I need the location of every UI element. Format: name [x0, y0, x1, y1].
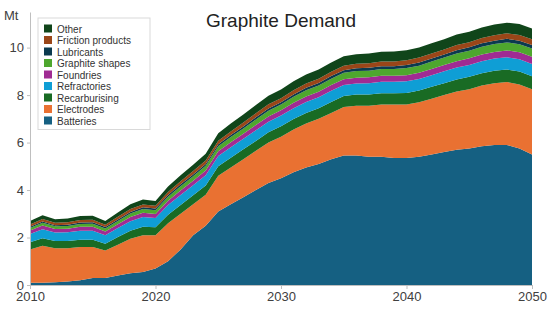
legend-item: Friction products [44, 35, 131, 46]
legend-label: Foundries [57, 70, 101, 81]
x-tick-label: 2030 [267, 289, 296, 304]
y-axis-label: Mt [4, 8, 19, 23]
legend-item: Electrodes [44, 104, 104, 115]
legend-item: Refractories [44, 81, 111, 92]
x-axis: 2010 2020 2030 2040 2050 [16, 285, 547, 304]
y-tick: 4 [17, 183, 30, 198]
y-axis: 0246810 [10, 13, 31, 293]
y-tick-mark [27, 48, 30, 49]
legend-item: Foundries [44, 70, 101, 81]
legend-label: Friction products [57, 35, 131, 46]
areas [30, 23, 532, 285]
legend-swatch [44, 105, 52, 113]
legend-swatch [44, 82, 52, 90]
y-axis-line [30, 13, 31, 286]
y-tick: 2 [17, 230, 30, 245]
legend-label: Recarburising [57, 93, 119, 104]
y-tick-mark [27, 143, 30, 144]
y-tick-mark [27, 190, 30, 191]
y-tick: 6 [17, 135, 30, 150]
legend-item: Other [44, 24, 83, 35]
area [30, 33, 532, 227]
legend-label: Batteries [57, 116, 96, 127]
legend-label: Refractories [57, 81, 111, 92]
area [30, 39, 532, 229]
legend-swatch [44, 71, 52, 79]
x-tick: 2050 [518, 285, 547, 304]
legend-item: Graphite shapes [44, 58, 130, 69]
legend-label: Other [57, 24, 83, 35]
y-tick-label: 4 [17, 183, 24, 198]
y-tick-label: 2 [17, 230, 24, 245]
legend-item: Lubricants [44, 47, 103, 58]
legend-item: Batteries [44, 116, 96, 127]
legend-swatch [44, 59, 52, 67]
legend-item: Recarburising [44, 93, 119, 104]
legend-label: Graphite shapes [57, 58, 130, 69]
x-tick: 2020 [142, 285, 171, 304]
chart: 024681020102020203020402050OtherFriction… [0, 0, 559, 319]
x-tick-label: 2020 [142, 289, 171, 304]
legend-label: Electrodes [57, 104, 104, 115]
x-tick-label: 2050 [518, 289, 547, 304]
y-tick-label: 8 [17, 88, 24, 103]
y-tick-label: 6 [17, 135, 24, 150]
legend-swatch [44, 117, 52, 125]
legend-box [38, 18, 150, 130]
legend-swatch [44, 94, 52, 102]
x-tick-label: 2010 [16, 289, 45, 304]
x-tick: 2010 [16, 285, 45, 304]
legend-label: Lubricants [57, 47, 103, 58]
legend-swatch [44, 36, 52, 44]
x-tick: 2040 [393, 285, 422, 304]
y-tick-mark [27, 95, 30, 96]
plot: 024681020102020203020402050OtherFriction… [10, 13, 547, 305]
legend-swatch [44, 48, 52, 56]
x-tick: 2030 [267, 285, 296, 304]
y-tick-mark [27, 285, 30, 286]
title: Graphite Demand [206, 10, 356, 31]
legend: OtherFriction productsLubricantsGraphite… [38, 18, 150, 130]
x-tick-label: 2040 [393, 289, 422, 304]
y-tick: 10 [10, 40, 30, 55]
y-tick-mark [27, 238, 30, 239]
y-tick-label: 10 [10, 40, 24, 55]
y-tick: 8 [17, 88, 30, 103]
area [30, 57, 532, 243]
legend-swatch [44, 25, 52, 33]
